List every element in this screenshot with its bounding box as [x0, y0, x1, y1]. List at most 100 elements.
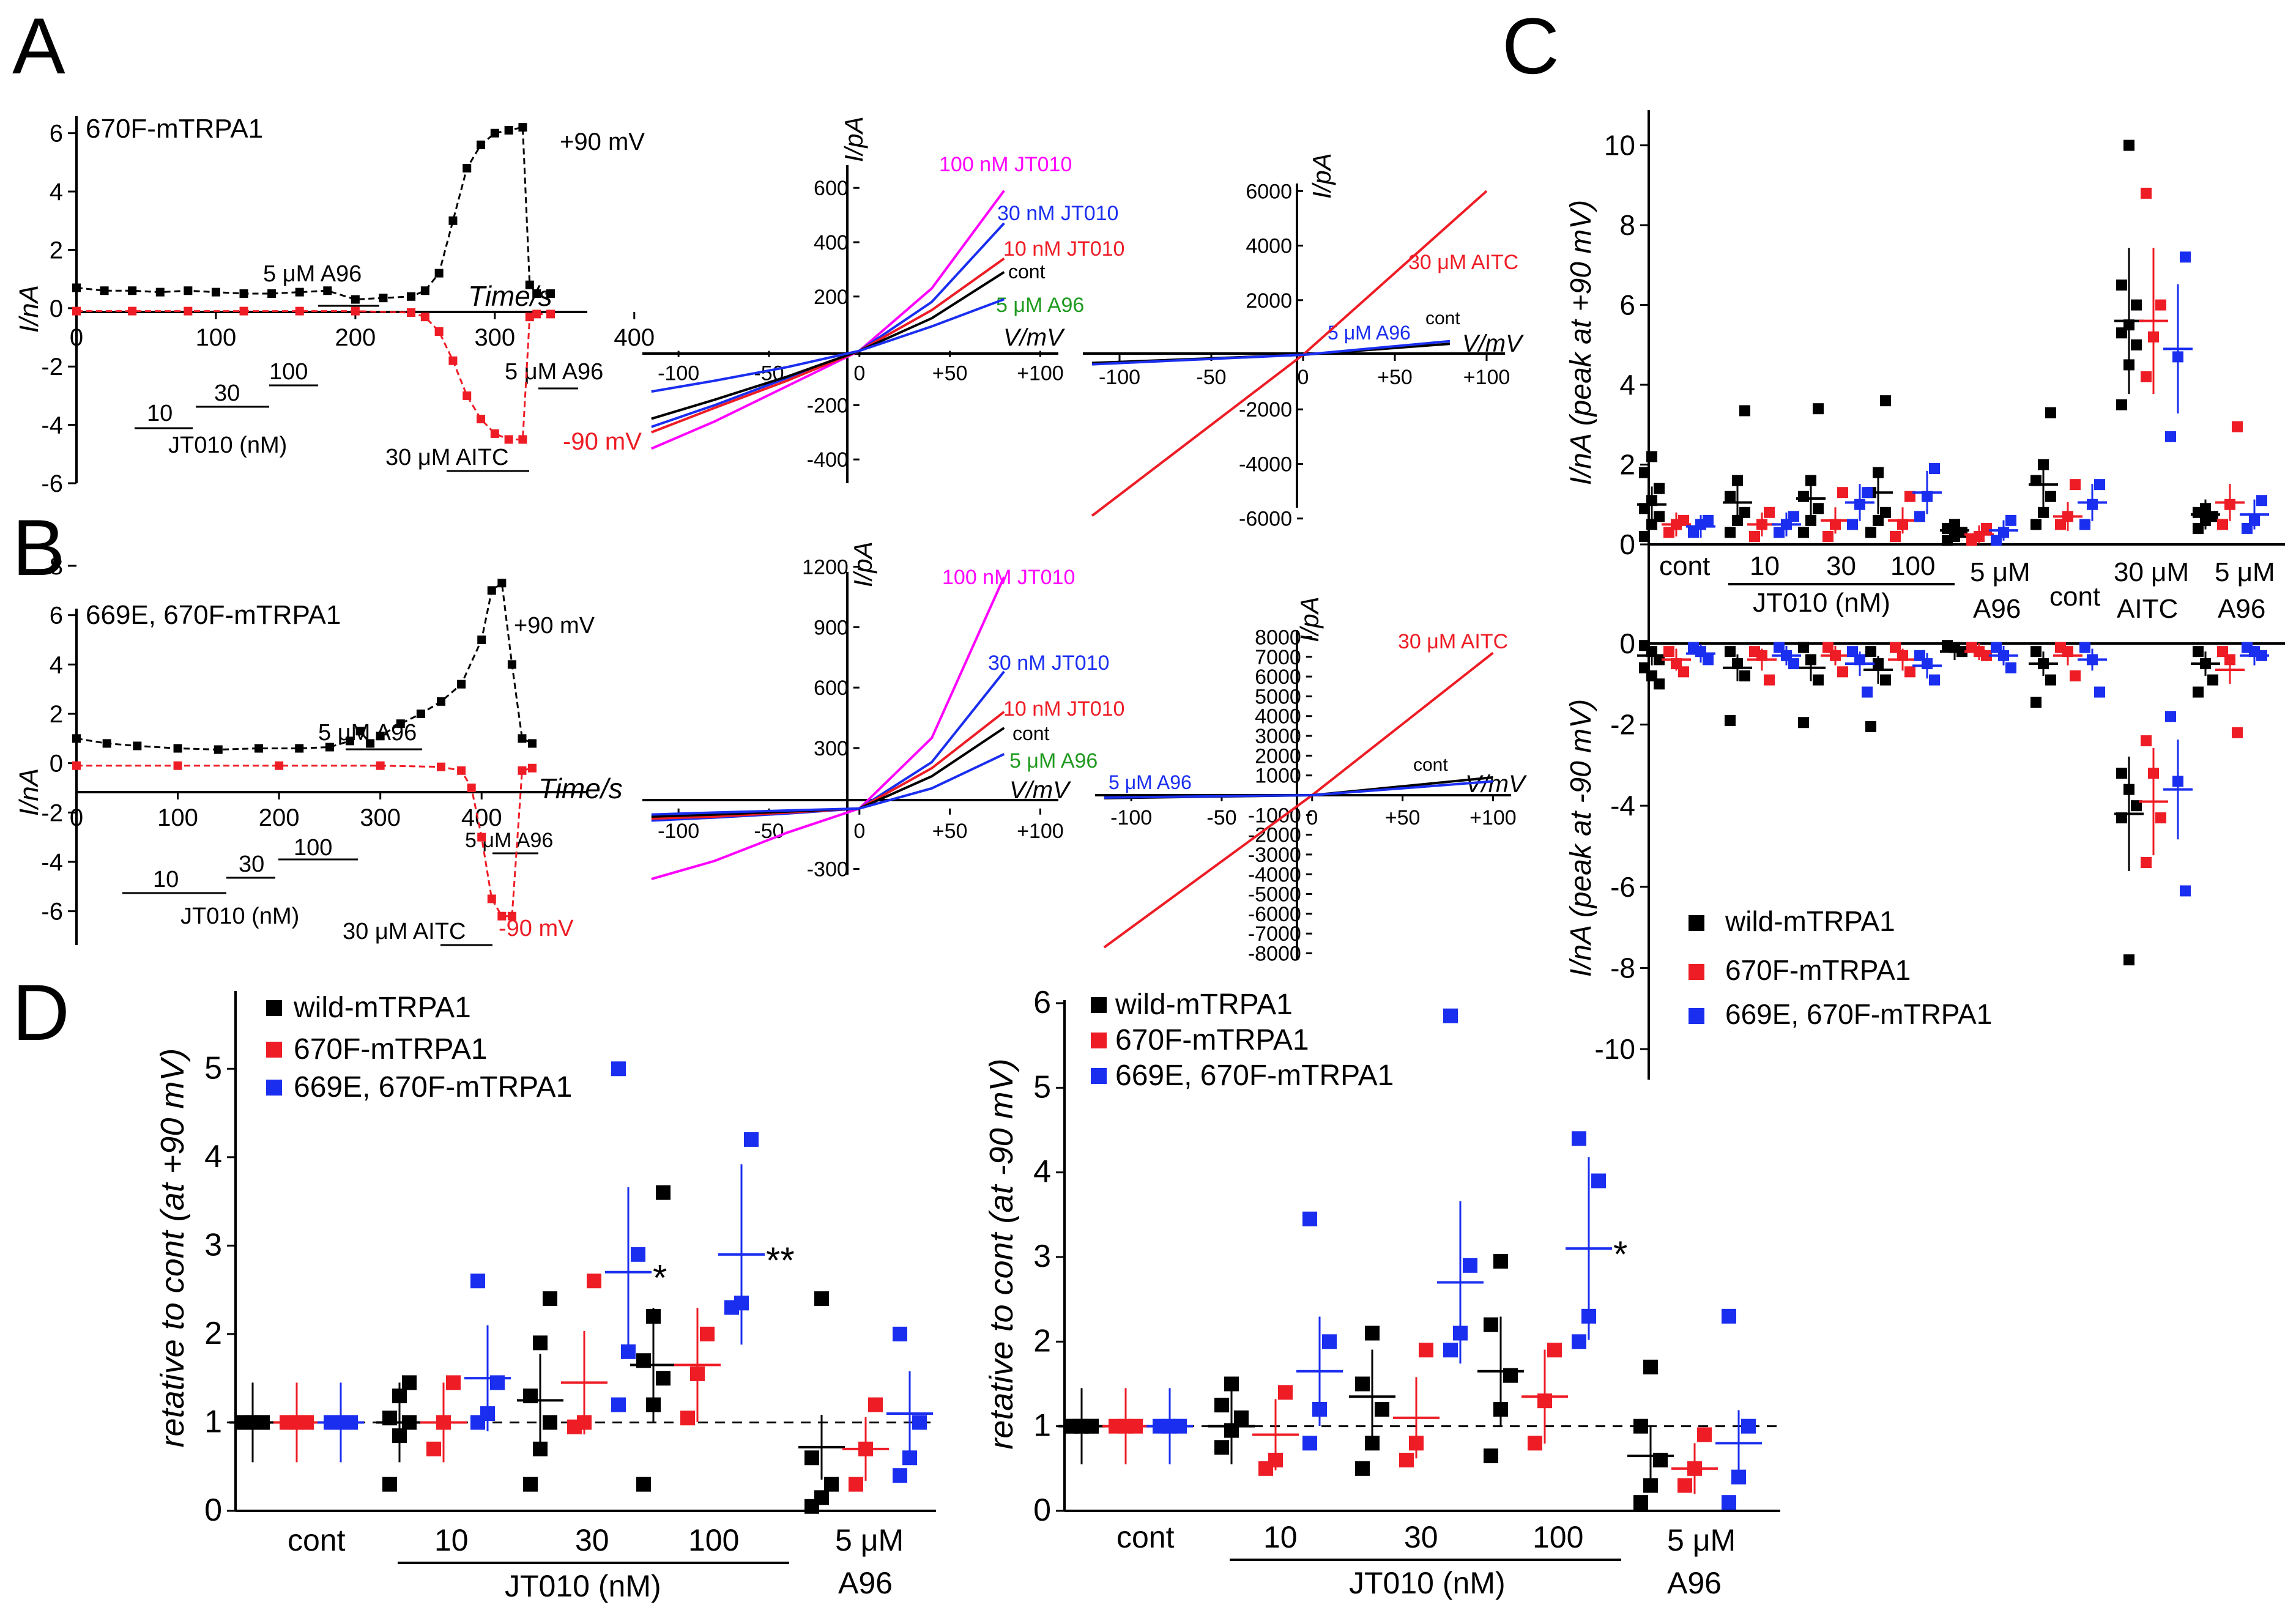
panel-dl-ytick-label: 4: [204, 1139, 222, 1174]
panel-c-bottom-point: [1654, 678, 1665, 690]
panel-dl-point: [402, 1375, 417, 1390]
panel-b-point: [376, 761, 385, 770]
panel-c-top-point: [2005, 514, 2016, 526]
iv-plot-a-aitc: -6000 -4000 -2000 2000 4000 6000 -100 -50 0 +50 +1…: [1083, 153, 1524, 531]
panel-dl-point: [470, 1274, 485, 1289]
iv-b2-ytick-label: 8000: [1255, 626, 1301, 649]
panel-b-trace-plus90: [76, 581, 533, 751]
iv-b1-trace: [651, 753, 1005, 816]
iv-a1-trace: [651, 298, 1005, 393]
panel-dl-y-label: retative to cont (at +90 mV): [154, 1048, 191, 1448]
panel-a-point: [72, 306, 81, 316]
iv-b2-x-label: V/mV: [1465, 771, 1527, 798]
panel-c-bottom-ytick-label: 0: [1619, 628, 1635, 659]
panel-c-top-point: [2232, 421, 2243, 432]
panel-c-top-point: [2155, 299, 2166, 311]
iv-plot-b-aitc: -8000-7000-6000-5000-4000-3000-2000-1000…: [1095, 596, 1527, 966]
panel-dr-point: [1572, 1131, 1586, 1146]
iv-b1-ytick-label: 1200: [802, 555, 849, 579]
iv-a2-xtick-label: +100: [1463, 366, 1510, 389]
iv-a1-series: [650, 190, 1005, 450]
panel-dr-point: [1741, 1418, 1756, 1434]
panel-dr-point: [1484, 1317, 1498, 1332]
panel-c-top-point: [1732, 475, 1743, 486]
panel-dl-significance: **: [766, 1240, 795, 1281]
panel-dr-point: [1722, 1308, 1736, 1324]
panel-a-point: [407, 308, 416, 317]
panel-c-top-point: [2038, 506, 2049, 518]
panel-a-point: [184, 286, 193, 295]
panel-dr-ytick-label: 4: [1033, 1154, 1051, 1190]
panel-dl-point: [543, 1415, 557, 1430]
iv-b2-ytick-label: -5000: [1248, 883, 1301, 907]
iv-a2-xtick-label: +50: [1377, 366, 1413, 389]
panel-dr-point: [1322, 1334, 1337, 1349]
panel-dr-group-30: 30: [1404, 1520, 1438, 1554]
panel-c-top-ytick-label: 0: [1619, 528, 1635, 560]
iv-a2-trace: [1091, 339, 1451, 366]
iv-b1-ytick-label: 900: [814, 616, 849, 639]
panel-dl-point: [656, 1371, 671, 1386]
panel-d-left: 0 1 2 3 4 5 retative to cont (at +90 mV) cont…: [154, 991, 936, 1603]
panel-c-group-cont2: cont: [2049, 582, 2100, 612]
iv-a1-trace: [651, 257, 1005, 434]
panel-c-top-point: [2045, 407, 2056, 418]
panel-dl-legend: wild-mTRPA1 670F-mTRPA1 669E, 670F-mTRPA…: [266, 992, 572, 1103]
iv-b2-xtick-label: -100: [1110, 806, 1152, 829]
iv-b2-xtick-label: 0: [1306, 806, 1318, 829]
panel-c-top-point: [1862, 487, 1873, 499]
panel-a-x-ticks: 0 100 200 300 400: [70, 312, 655, 351]
panel-c-bottom-point: [1739, 670, 1750, 681]
panel-c-top-point: [2116, 279, 2127, 291]
panel-dr-point: [1697, 1427, 1712, 1442]
legend-dl-wild: wild-mTRPA1: [293, 992, 471, 1024]
panel-c-top-point: [2070, 479, 2081, 491]
legend-c-669e: 669E, 670F-mTRPA1: [1725, 998, 1992, 1030]
panel-a-point: [407, 292, 416, 301]
iv-b1-xtick-label: +50: [932, 820, 968, 843]
iv-b2-ticks: -8000-7000-6000-5000-4000-3000-2000-1000…: [1110, 626, 1517, 965]
panel-a-point: [525, 280, 534, 289]
panel-a-point: [379, 294, 388, 303]
panel-c-top-point: [2180, 251, 2191, 263]
iv-a1-ytick-label: 400: [814, 231, 849, 254]
panel-c-top-point: [1813, 503, 1824, 514]
panel-c-bottom-point: [1725, 646, 1736, 658]
panel-b-xtick-label: 300: [360, 804, 401, 831]
panel-c-bottom-point: [2005, 662, 2016, 673]
panel-b-point: [254, 744, 263, 753]
panel-a-point: [532, 310, 541, 319]
panel-c-top-point: [2141, 187, 2152, 199]
panel-c-bottom-point: [2030, 697, 2042, 708]
iv-a2-ytick-label: -6000: [1239, 508, 1292, 531]
legend-dr-wild: wild-mTRPA1: [1115, 988, 1293, 1021]
iv-a1-label-jt100: 100 nM JT010: [939, 153, 1072, 176]
panel-b-ytick-label: -6: [41, 899, 63, 925]
panel-a-ytick-label: -6: [41, 470, 63, 497]
panel-a-point: [267, 289, 277, 298]
panel-c-bottom-point: [2079, 642, 2090, 653]
panel-c-bottom-point: [1865, 646, 1876, 658]
panel-b-xtick-label: 400: [461, 804, 502, 831]
panel-c-series: [1637, 139, 2269, 966]
panel-c-group-a96b-2: A96: [2218, 594, 2265, 624]
iv-b1-trace: [651, 576, 1006, 880]
panel-b-construct: 669E, 670F-mTRPA1: [86, 600, 341, 630]
panel-a-point: [351, 295, 360, 304]
iv-a2-ticks: -6000 -4000 -2000 2000 4000 6000 -100 -50 0 +50 +1…: [1099, 180, 1510, 530]
panel-b-point: [376, 732, 385, 741]
iv-a2-xtick-label: -100: [1099, 366, 1140, 389]
iv-b1-ytick-label: 300: [814, 737, 849, 760]
panel-c-top-point: [1749, 530, 1760, 542]
iv-b1-ytick-label: 600: [814, 677, 849, 700]
panel-a-trace-minus90: [76, 310, 551, 440]
panel-a-series: [72, 123, 555, 444]
panel-b-point: [497, 911, 507, 921]
panel-dl-point: [814, 1291, 829, 1307]
panel-dr-point: [1278, 1385, 1293, 1400]
panel-c-top-point: [2094, 479, 2105, 491]
panel-c-bottom-point: [2165, 711, 2176, 722]
panel-a-point: [546, 289, 555, 298]
panel-b-point: [437, 697, 445, 706]
